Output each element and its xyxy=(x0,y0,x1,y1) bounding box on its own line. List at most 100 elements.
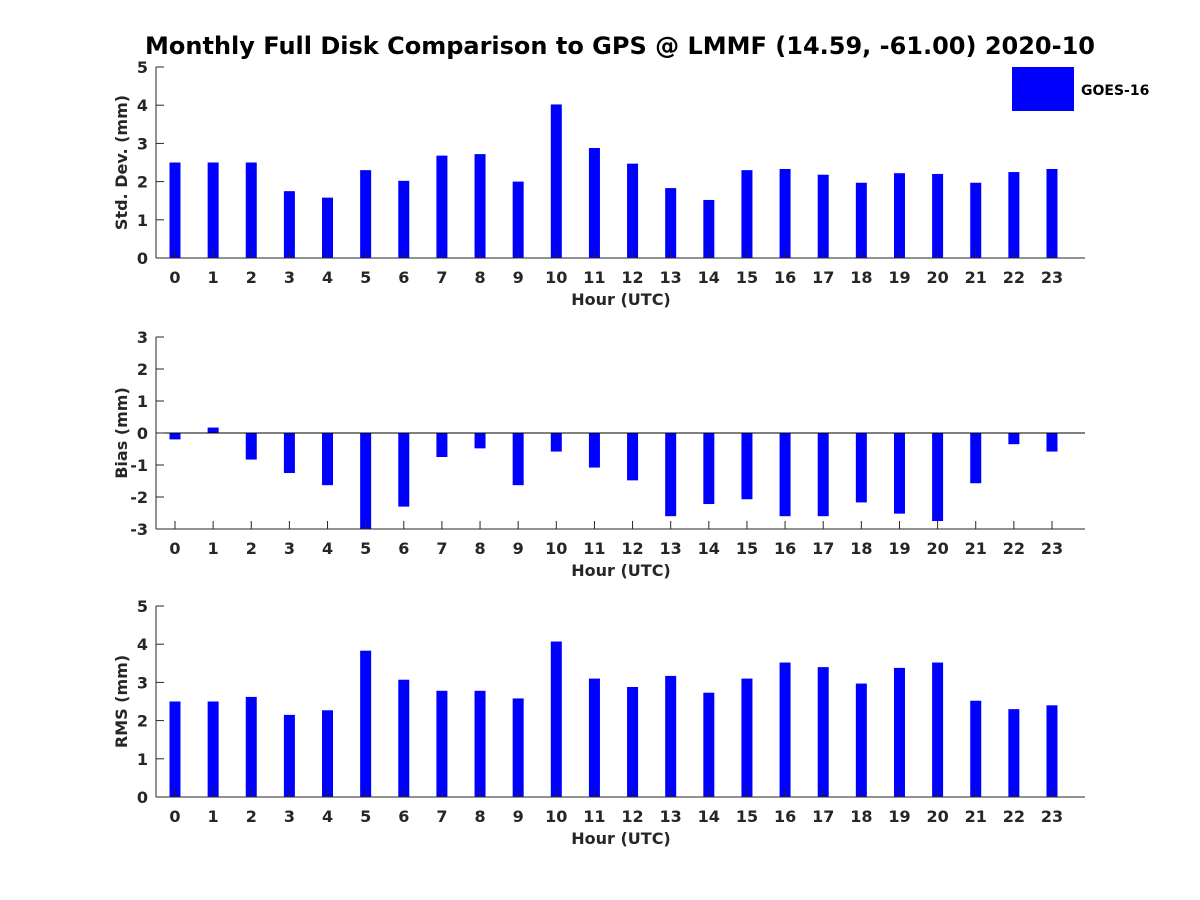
bar-hour-3 xyxy=(283,191,295,258)
x-tick-label: 19 xyxy=(888,268,910,287)
bar-hour-1 xyxy=(207,427,219,433)
bar-hour-15 xyxy=(741,433,753,500)
x-tick-label: 23 xyxy=(1041,268,1063,287)
x-tick-label: 22 xyxy=(1003,539,1025,558)
x-tick-label: 15 xyxy=(736,539,758,558)
x-tick-label: 11 xyxy=(583,268,605,287)
y-tick-label: 3 xyxy=(137,673,148,692)
y-tick-label: 5 xyxy=(137,58,148,77)
bar-hour-20 xyxy=(932,173,944,258)
bar-hour-1 xyxy=(207,701,219,797)
y-tick-label: -1 xyxy=(130,456,148,475)
bar-hour-17 xyxy=(817,667,829,797)
bar-hour-15 xyxy=(741,678,753,797)
bar-hour-16 xyxy=(779,168,791,258)
bar-hour-0 xyxy=(169,162,181,258)
y-tick-label: 1 xyxy=(137,392,148,411)
x-tick-label: 21 xyxy=(965,807,987,826)
bar-hour-5 xyxy=(360,433,372,529)
x-tick-label: 15 xyxy=(736,807,758,826)
bar-hour-19 xyxy=(893,173,905,258)
bar-hour-8 xyxy=(474,433,486,449)
bar-hour-20 xyxy=(932,662,944,797)
x-tick-label: 3 xyxy=(284,807,295,826)
bar-hour-2 xyxy=(245,162,257,258)
x-tick-label: 9 xyxy=(513,268,524,287)
bar-hour-22 xyxy=(1008,172,1020,258)
bar-hour-18 xyxy=(855,683,867,797)
x-tick-label: 13 xyxy=(660,807,682,826)
bar-hour-0 xyxy=(169,701,181,797)
x-tick-label: 3 xyxy=(284,268,295,287)
y-tick-label: -3 xyxy=(130,520,148,539)
bar-hour-4 xyxy=(322,433,334,486)
bar-hour-2 xyxy=(245,433,257,460)
bar-hour-7 xyxy=(436,155,448,258)
legend-label: GOES-16 xyxy=(1081,83,1149,99)
bar-hour-14 xyxy=(703,692,715,797)
bar-hour-11 xyxy=(588,678,600,797)
x-tick-label: 16 xyxy=(774,807,796,826)
x-tick-label: 18 xyxy=(850,268,872,287)
y-tick-label: 2 xyxy=(137,712,148,731)
x-tick-label: 23 xyxy=(1041,807,1063,826)
bar-hour-12 xyxy=(627,686,639,797)
x-tick-label: 2 xyxy=(246,539,257,558)
x-tick-label: 18 xyxy=(850,807,872,826)
bar-hour-22 xyxy=(1008,709,1020,797)
x-tick-label: 4 xyxy=(322,807,333,826)
x-tick-label: 17 xyxy=(812,807,834,826)
bar-hour-23 xyxy=(1046,168,1058,258)
x-tick-label: 19 xyxy=(888,539,910,558)
x-tick-label: 16 xyxy=(774,268,796,287)
bar-hour-23 xyxy=(1046,705,1058,797)
x-tick-label: 4 xyxy=(322,539,333,558)
bar-hour-5 xyxy=(360,170,372,258)
x-tick-label: 9 xyxy=(513,807,524,826)
y-axis-label: Bias (mm) xyxy=(112,387,131,479)
x-tick-label: 11 xyxy=(583,539,605,558)
bar-hour-18 xyxy=(855,433,867,503)
x-tick-label: 6 xyxy=(398,539,409,558)
bar-hour-7 xyxy=(436,433,448,457)
bar-hour-4 xyxy=(322,710,334,797)
bar-hour-21 xyxy=(970,433,982,484)
x-tick-label: 2 xyxy=(246,807,257,826)
y-axis-label: RMS (mm) xyxy=(112,655,131,748)
y-tick-label: 5 xyxy=(137,597,148,616)
bar-hour-1 xyxy=(207,162,219,258)
x-tick-label: 9 xyxy=(513,539,524,558)
x-tick-label: 7 xyxy=(436,539,447,558)
x-tick-label: 22 xyxy=(1003,268,1025,287)
x-tick-label: 23 xyxy=(1041,539,1063,558)
x-tick-label: 5 xyxy=(360,268,371,287)
x-tick-label: 17 xyxy=(812,539,834,558)
bar-hour-5 xyxy=(360,650,372,797)
bar-hour-2 xyxy=(245,696,257,797)
figure-title: Monthly Full Disk Comparison to GPS @ LM… xyxy=(145,32,1095,60)
bar-hour-9 xyxy=(512,181,524,258)
x-tick-label: 6 xyxy=(398,268,409,287)
bar-hour-12 xyxy=(627,163,639,258)
x-tick-label: 10 xyxy=(545,539,567,558)
x-axis-label: Hour (UTC) xyxy=(571,829,671,848)
x-tick-label: 0 xyxy=(169,539,180,558)
bar-hour-19 xyxy=(893,433,905,514)
x-tick-label: 20 xyxy=(926,539,948,558)
bar-hour-10 xyxy=(550,104,562,258)
bar-hour-8 xyxy=(474,690,486,797)
x-axis-label: Hour (UTC) xyxy=(571,290,671,309)
bar-hour-18 xyxy=(855,182,867,258)
x-tick-label: 12 xyxy=(621,539,643,558)
x-tick-label: 15 xyxy=(736,268,758,287)
x-tick-label: 2 xyxy=(246,268,257,287)
y-tick-label: 3 xyxy=(137,134,148,153)
bar-hour-6 xyxy=(398,433,410,507)
y-tick-label: 1 xyxy=(137,750,148,769)
x-tick-label: 11 xyxy=(583,807,605,826)
y-tick-label: 2 xyxy=(137,360,148,379)
